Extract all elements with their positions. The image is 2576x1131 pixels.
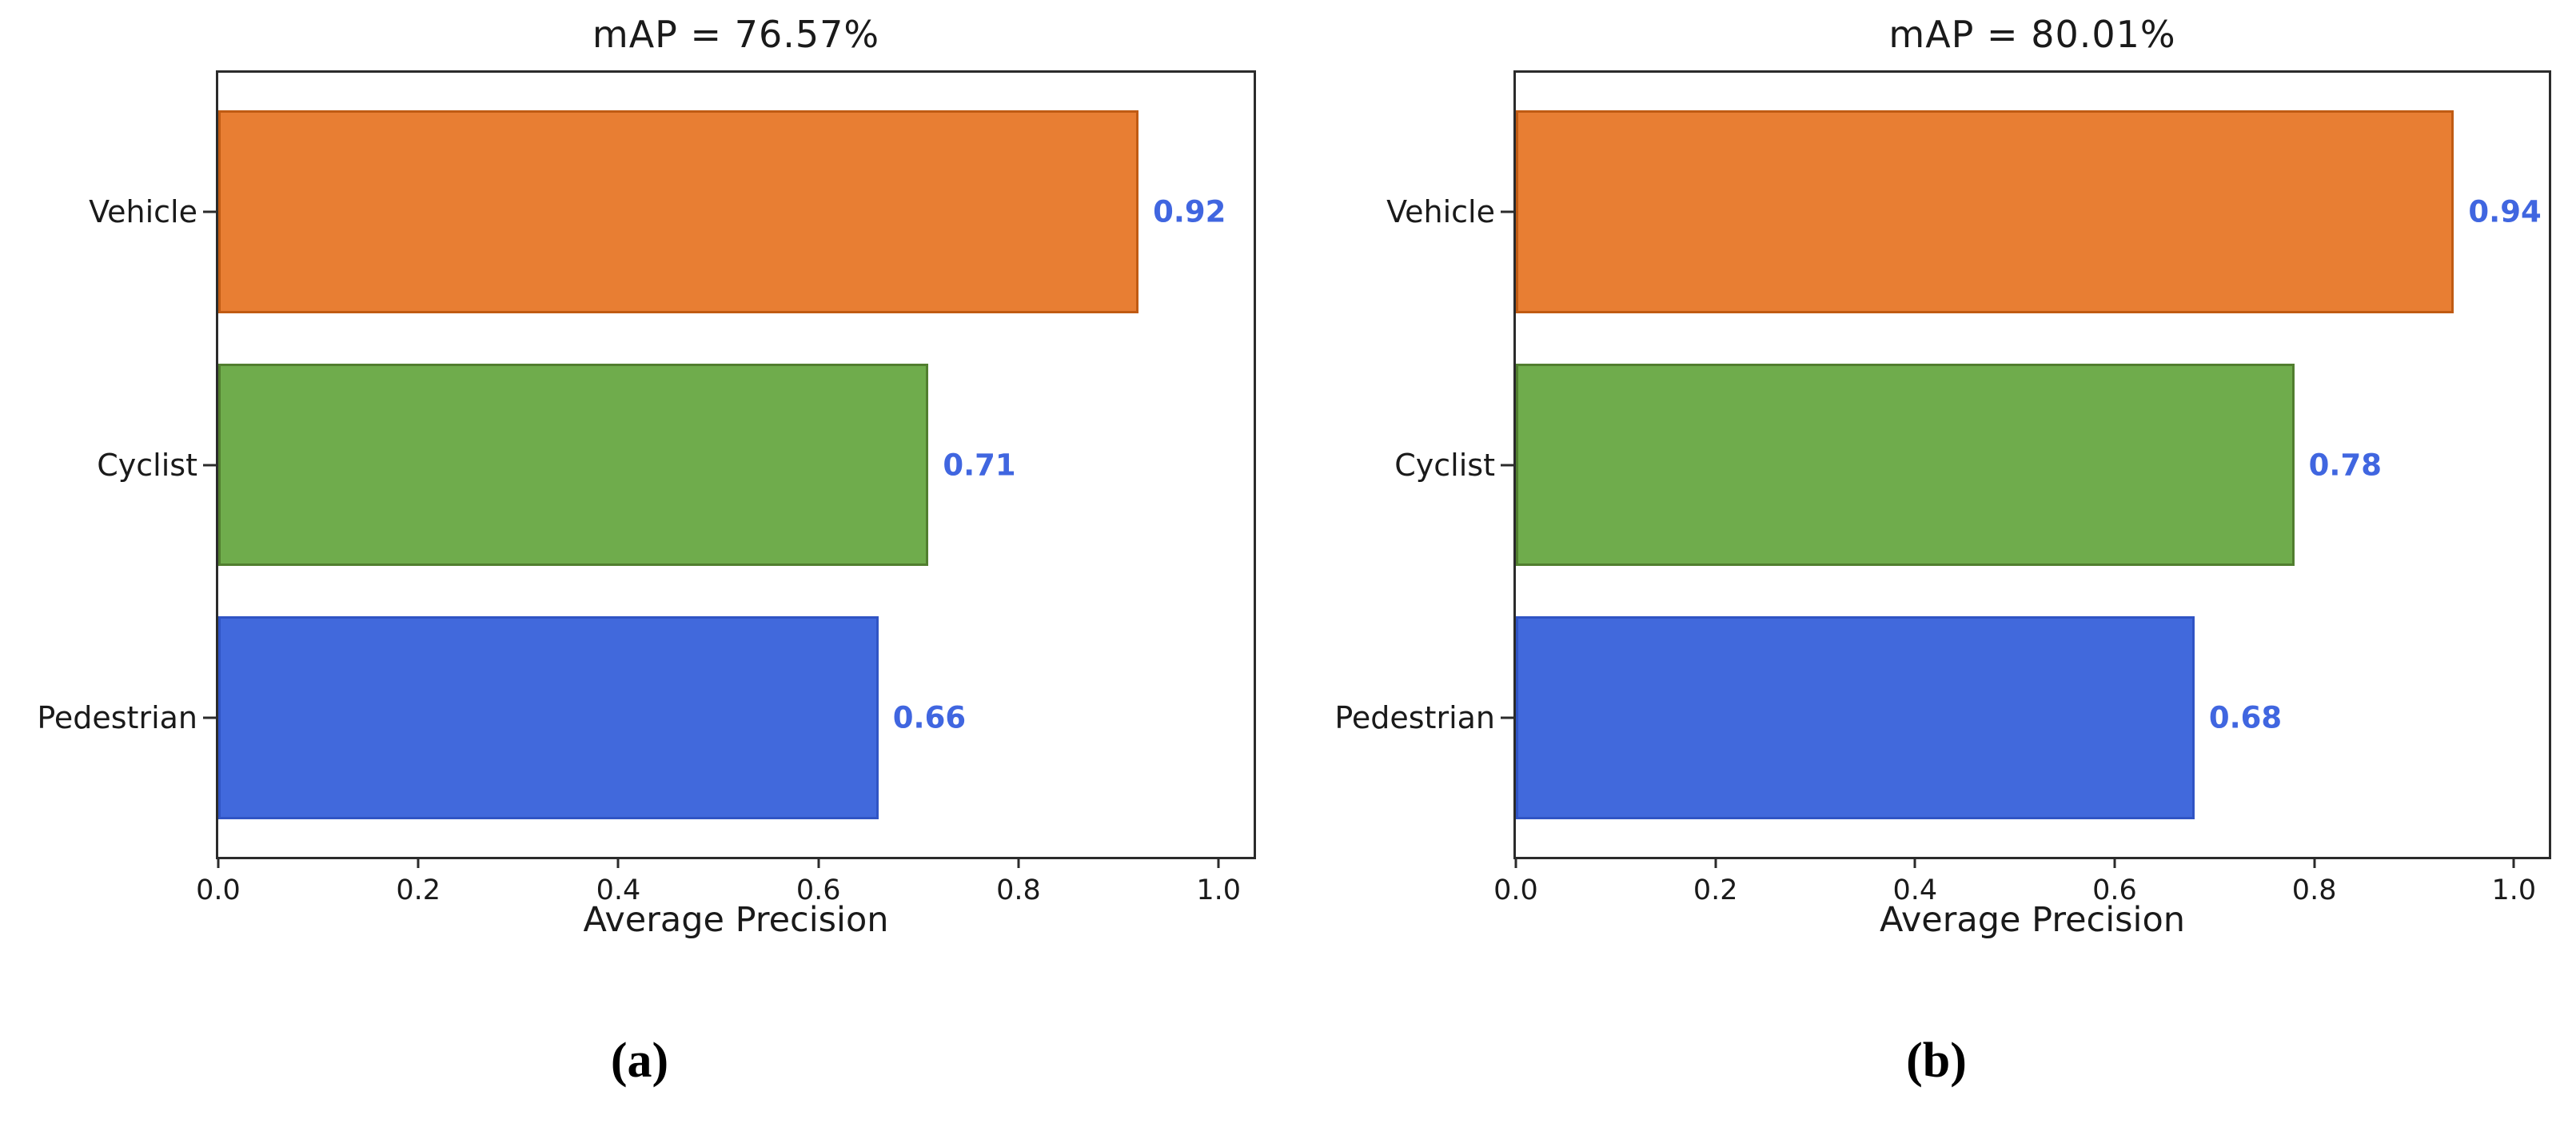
y-tick-label: Vehicle [1386,194,1495,230]
bar-cyclist [1516,363,2295,567]
y-tick-label: Cyclist [1394,447,1495,483]
y-tick-label: Pedestrian [37,699,197,735]
y-tick-label: Cyclist [97,447,197,483]
y-axis-tick [1501,716,1513,719]
bar-value-label: 0.71 [943,448,1016,482]
x-axis-tick [1714,857,1717,868]
x-axis-tick [2313,857,2316,868]
x-axis-tick [1017,857,1020,868]
x-axis-tick [217,857,220,868]
chart-a-plot-frame: 0.92 Vehicle 0.71 Cyclist 0.66 Pedestrian 0.0 0… [37,70,1256,906]
bar-pedestrian [1516,616,2195,819]
bar-value-label: 0.68 [2208,700,2283,735]
subfigure-b-caption: (b) [1906,1033,1967,1088]
x-axis-tick [2512,857,2515,868]
y-axis-tick [203,210,216,213]
x-axis-tick [817,857,820,868]
x-axis-tick [616,857,620,868]
x-tick-label: 0.4 [1892,874,1938,906]
x-tick-label: 1.0 [2491,874,2537,906]
y-tick-label: Pedestrian [1334,699,1495,735]
x-tick-label: 0.6 [796,874,841,906]
bar-value-label: 0.66 [892,700,967,735]
chart-b-x-axis-label: Average Precision [1879,900,2186,940]
bar-vehicle [1516,110,2454,313]
chart-b-plot-frame: 0.94 Vehicle 0.78 Cyclist 0.68 Pedestrian 0.0 0… [1334,70,2551,906]
x-tick-label: 0.8 [2291,874,2337,906]
x-tick-label: 0.0 [196,874,241,906]
chart-b-title: mAP = 80.01% [1888,13,2176,56]
x-axis-tick [1913,857,1916,868]
chart-a-x-axis-label: Average Precision [583,900,889,940]
chart-a-title: mAP = 76.57% [592,13,880,56]
bar-pedestrian [218,616,879,819]
x-tick-label: 0.0 [1493,874,1538,906]
x-tick-label: 1.0 [1196,874,1242,906]
x-axis-tick [417,857,420,868]
bar-value-label: 0.92 [1153,194,1226,229]
bar-cyclist [218,363,929,567]
x-axis-tick [1514,857,1517,868]
x-tick-label: 0.4 [596,874,641,906]
bar-vehicle [218,110,1139,313]
x-tick-label: 0.8 [996,874,1041,906]
y-axis-tick [1501,210,1513,213]
y-axis-tick [203,464,216,466]
bar-value-label: 0.78 [2308,448,2382,482]
x-axis-tick [2113,857,2116,868]
y-tick-label: Vehicle [89,194,197,230]
x-tick-label: 0.6 [2092,874,2137,906]
bar-value-label: 0.94 [2468,194,2542,229]
y-axis-tick [203,716,216,719]
x-tick-label: 0.2 [1693,874,1738,906]
y-axis-tick [1501,464,1513,466]
x-axis-tick [1217,857,1220,868]
x-tick-label: 0.2 [396,874,441,906]
subfigure-a-caption: (a) [610,1033,669,1088]
